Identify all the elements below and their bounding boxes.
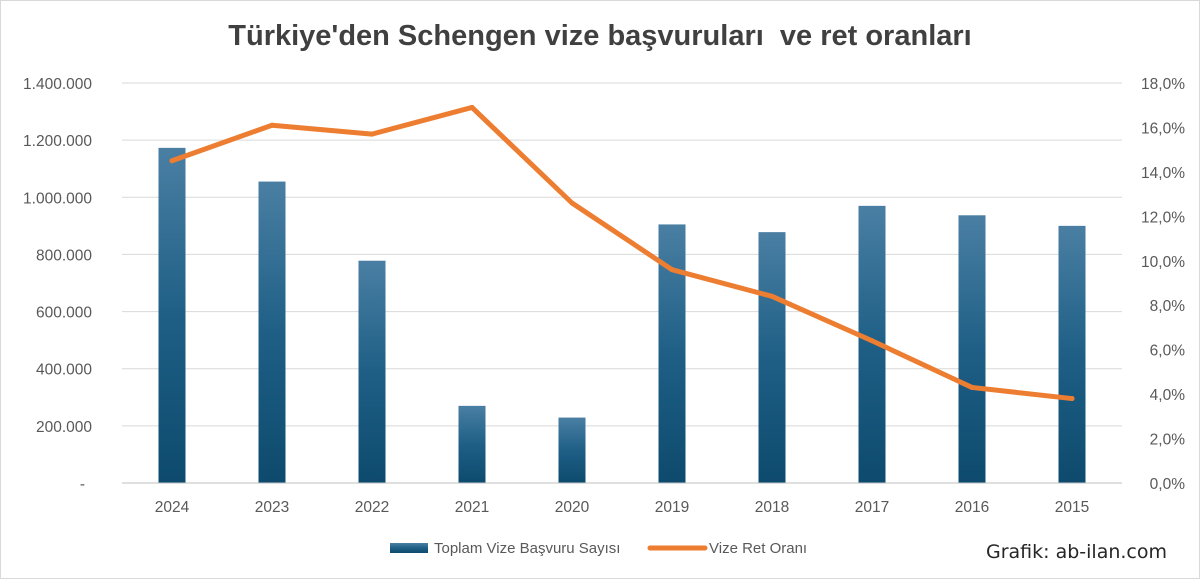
right-axis-tick-label: 4,0% [1150,387,1186,404]
x-axis-tick-label: 2018 [755,499,789,516]
line-series [169,104,1075,402]
bar [1058,225,1086,483]
line-point [1069,396,1075,402]
bar [158,147,186,483]
x-axis-tick-label: 2017 [855,499,889,516]
line-point [369,131,375,137]
left-axis-tick-label: 1.400.000 [23,76,92,93]
bar [458,405,486,483]
left-axis-tick-label: 400.000 [36,362,92,379]
line-point [569,200,575,206]
right-axis-tick-label: 16,0% [1141,120,1185,137]
left-axis-tick-label: 600.000 [36,305,92,322]
bar [558,417,586,483]
legend-label-line: Vize Ret Oranı [709,540,807,557]
x-axis-tick-label: 2020 [555,499,590,516]
bar [358,260,386,483]
line-point [769,293,775,299]
bar [258,181,286,484]
right-axis-tick-label: 2,0% [1150,432,1186,449]
left-axis-tick-label: 1.200.000 [23,133,92,150]
line-point [869,338,875,344]
right-axis-tick-label: 18,0% [1141,76,1185,93]
legend-label-bars: Toplam Vize Başvuru Sayısı [434,540,620,557]
right-axis-tick-label: 10,0% [1141,254,1185,271]
x-axis-tick-label: 2022 [355,499,389,516]
x-axis-tick-label: 2024 [155,499,190,516]
x-axis-tick-label: 2019 [655,499,689,516]
left-axis-tick-label: 1.000.000 [23,190,92,207]
line-point [469,104,475,110]
right-axis-tick-label: 14,0% [1141,165,1185,182]
line-point [169,158,175,164]
bar [758,232,786,483]
line-point [269,122,275,128]
x-axis-tick-label: 2015 [1055,499,1089,516]
x-axis-tick-label: 2023 [255,499,289,516]
left-axis-tick-label: - [80,476,85,493]
legend-swatch-bars [390,543,428,553]
right-axis-tick-label: 0,0% [1150,476,1186,493]
right-axis-tick-label: 8,0% [1150,298,1186,315]
line-point [669,267,675,273]
left-axis-tick-label: 200.000 [36,419,92,436]
chart-title: Türkiye'den Schengen vize başvuruları ve… [228,20,972,52]
x-axis-tick-label: 2021 [455,499,489,516]
right-axis-tick-label: 6,0% [1150,343,1186,360]
bar [958,215,986,484]
left-axis-tick-label: 800.000 [36,247,92,264]
source-credit: Grafik: ab-ilan.com [985,541,1167,563]
right-axis-tick-label: 12,0% [1141,209,1185,226]
x-axis-tick-label: 2016 [955,499,989,516]
line-point [969,384,975,390]
